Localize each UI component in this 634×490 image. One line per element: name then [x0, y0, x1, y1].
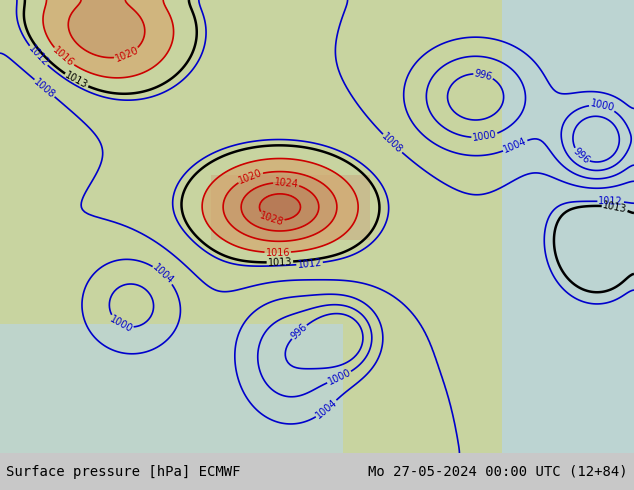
Text: 1013: 1013	[268, 257, 292, 268]
Text: 1020: 1020	[113, 45, 140, 64]
Text: 1000: 1000	[472, 130, 498, 144]
Text: 1016: 1016	[266, 247, 290, 258]
Text: 1028: 1028	[258, 210, 285, 228]
Text: 1004: 1004	[151, 263, 176, 287]
Text: 1004: 1004	[314, 397, 339, 420]
Text: 996: 996	[474, 68, 493, 82]
Text: 1013: 1013	[63, 70, 89, 91]
Text: Surface pressure [hPa] ECMWF: Surface pressure [hPa] ECMWF	[6, 465, 241, 479]
Text: 1012: 1012	[297, 258, 322, 270]
Text: 1000: 1000	[589, 98, 615, 114]
Polygon shape	[502, 0, 634, 453]
Text: 1012: 1012	[598, 196, 623, 207]
Text: 1016: 1016	[51, 45, 76, 69]
Text: Mo 27-05-2024 00:00 UTC (12+84): Mo 27-05-2024 00:00 UTC (12+84)	[368, 465, 628, 479]
Text: 1004: 1004	[502, 136, 529, 155]
Text: 1020: 1020	[237, 168, 264, 186]
Text: 1013: 1013	[602, 200, 628, 214]
Text: 1008: 1008	[32, 76, 57, 100]
Text: 996: 996	[289, 322, 309, 342]
Text: 1024: 1024	[273, 177, 299, 189]
Polygon shape	[211, 175, 370, 240]
Text: 1000: 1000	[326, 368, 353, 387]
Text: 1012: 1012	[26, 44, 50, 69]
Text: 996: 996	[571, 146, 591, 166]
Polygon shape	[0, 0, 634, 453]
Text: 1008: 1008	[380, 131, 404, 155]
Text: 1000: 1000	[108, 314, 134, 334]
Polygon shape	[0, 324, 344, 453]
